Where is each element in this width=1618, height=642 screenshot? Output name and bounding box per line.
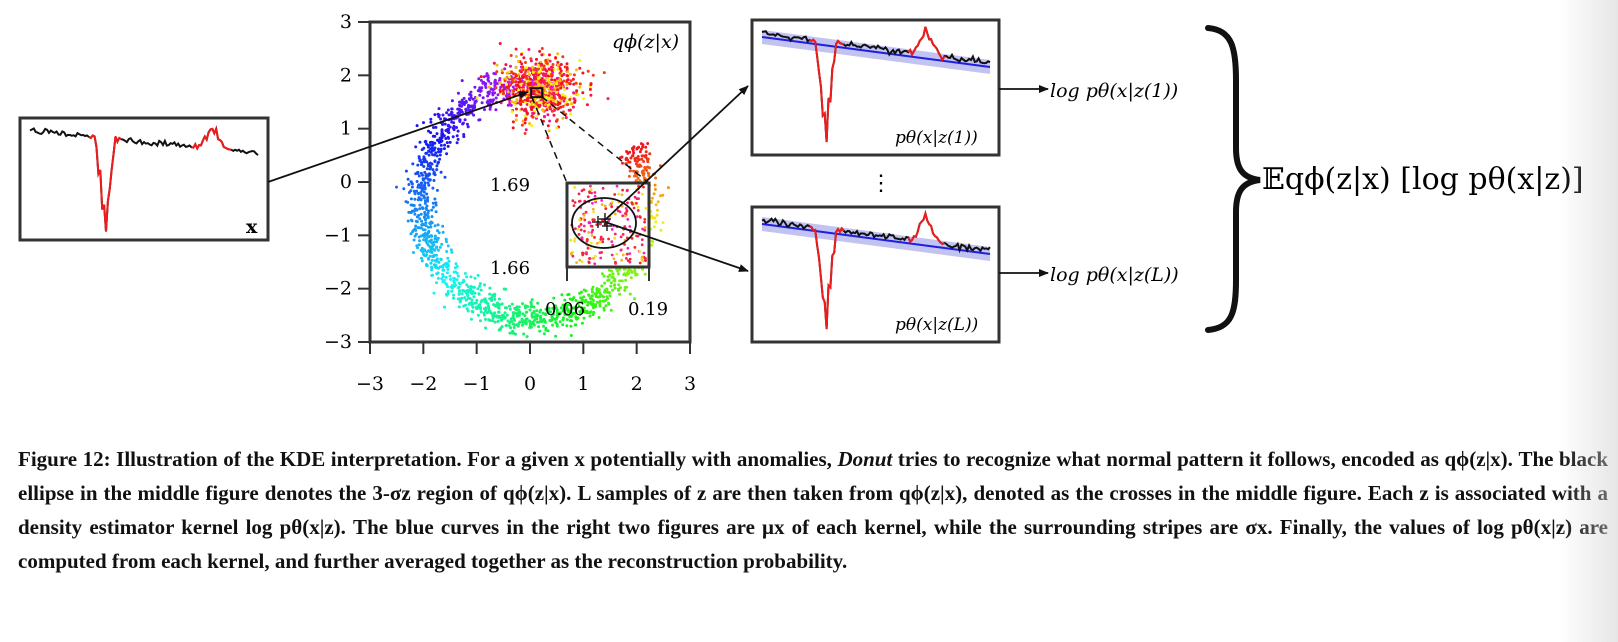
y-axis-ticks: 3 2 1 0 −1 −2 −3 [324, 11, 370, 353]
kernel-panel-bottom: pθ(x|z(L)) [750, 205, 1001, 344]
x-axis-ticks: −3 −2 −1 0 1 2 3 [356, 342, 696, 395]
kde-figure: x −3 −2 −1 0 1 2 3 3 2 1 0 −1 −2 −3 qϕ(z|x) 1.69 1.6… [18, 11, 1584, 395]
log-likelihood-bottom: log pθ(x|z(L)) [1050, 264, 1179, 286]
inset-y-tick-bottom: 1.66 [490, 258, 530, 279]
encode-arrow [267, 91, 529, 183]
zoom-guide-right [541, 96, 650, 184]
y-tick-label: 3 [340, 11, 352, 33]
inset-x-tick-left: 0.06 [545, 299, 585, 320]
x-tick-label: −1 [463, 373, 491, 395]
y-tick-label: −1 [324, 224, 352, 246]
x-tick-label: 2 [631, 373, 643, 395]
x-tick-label: −2 [409, 373, 437, 395]
inset-y-tick-top: 1.69 [490, 175, 530, 196]
caption-donut: Donut [837, 447, 893, 471]
kernel-bottom-label: pθ(x|z(L)) [895, 315, 978, 335]
y-tick-label: 0 [340, 171, 352, 193]
zoom-guide-left [530, 96, 568, 184]
reconstruction-expectation: 𝔼qϕ(z|x) [log pθ(x|z)] [1262, 162, 1584, 197]
input-series-panel: x [18, 116, 270, 242]
sample-arrow-top [604, 85, 749, 221]
y-tick-label: −3 [324, 331, 352, 353]
y-tick-label: 2 [340, 64, 352, 86]
inset-x-tick-right: 0.19 [628, 299, 668, 320]
kernel-panel-top: pθ(x|z(1)) [750, 18, 1001, 157]
log-likelihood-top: log pθ(x|z(1)) [1050, 80, 1178, 102]
sample-arrow-bottom [604, 221, 749, 272]
page-edge-shadow [1558, 0, 1618, 642]
curly-brace [1205, 25, 1261, 333]
three-sigma-ellipse [571, 197, 637, 249]
zoom-inset: 1.69 1.66 0.06 0.19 [490, 175, 668, 320]
y-tick-label: 1 [340, 118, 352, 140]
figure-caption: Figure 12: Illustration of the KDE inter… [18, 442, 1608, 578]
latent-scatter-plot: −3 −2 −1 0 1 2 3 3 2 1 0 −1 −2 −3 qϕ(z|x) 1.69 1.66 … [324, 11, 696, 395]
vertical-ellipsis: ⋮ [870, 171, 892, 196]
caption-rest: tries to recognize what normal pattern i… [18, 447, 1609, 573]
kernel-top-label: pθ(x|z(1)) [895, 128, 978, 148]
posterior-label: qϕ(z|x) [612, 31, 679, 53]
caption-lead: Figure 12: Illustration of the KDE inter… [18, 447, 832, 471]
x-tick-label: 3 [684, 373, 696, 395]
input-x-label: x [246, 216, 258, 238]
x-tick-label: 1 [577, 373, 589, 395]
y-tick-label: −2 [324, 278, 352, 300]
zoom-source-box [530, 87, 544, 99]
x-tick-label: 0 [524, 373, 536, 395]
x-tick-label: −3 [356, 373, 384, 395]
